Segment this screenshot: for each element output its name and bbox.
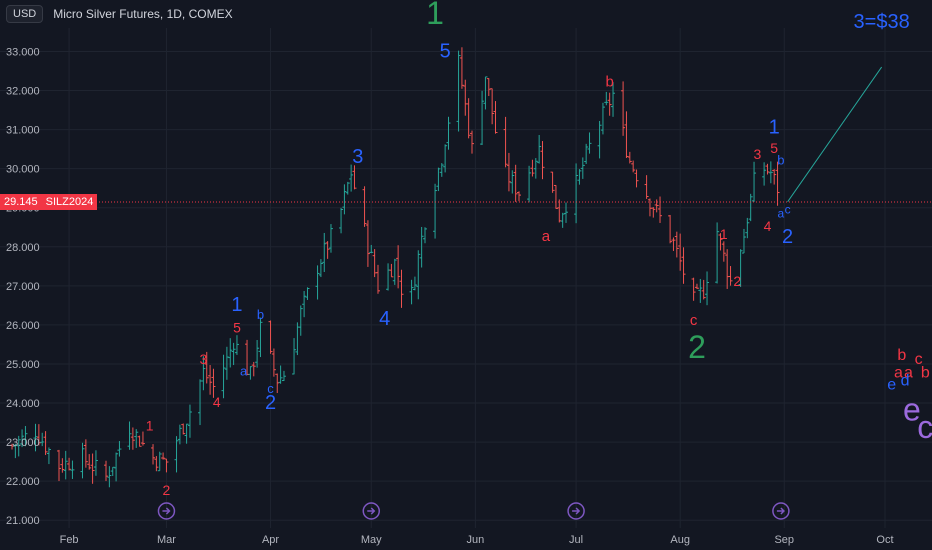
y-tick-label: 23.000	[6, 437, 40, 449]
wave-label: a	[240, 364, 248, 379]
time-axis[interactable]: Feb Mar Apr May Jun Jul Aug Sep Oct	[60, 534, 894, 546]
wave-label: b	[897, 347, 906, 364]
y-tick-label: 22.000	[6, 476, 40, 488]
wave-label: e	[903, 392, 921, 428]
x-tick-label: Jul	[569, 534, 583, 546]
wave-label: 4	[764, 218, 772, 234]
wave-label: 1	[769, 116, 780, 138]
x-tick-label: Feb	[60, 534, 79, 546]
symbol-title: Micro Silver Futures, 1D, COMEX	[53, 7, 233, 21]
x-tick-label: Aug	[670, 534, 690, 546]
wave-label: b	[777, 153, 784, 168]
wave-label: c	[785, 203, 791, 217]
event-icon[interactable]	[772, 502, 790, 520]
wave-label: 2	[733, 273, 741, 289]
x-tick-label: Jun	[466, 534, 484, 546]
wave-label: a	[542, 228, 551, 245]
wave-label: 5	[770, 140, 778, 156]
event-icons	[157, 502, 790, 520]
x-tick-label: Oct	[876, 534, 893, 546]
currency-badge[interactable]: USD	[6, 5, 44, 23]
x-tick-label: May	[361, 534, 382, 546]
wave-label: 1	[231, 294, 242, 316]
wave-label: 1	[146, 417, 154, 433]
candles	[10, 47, 780, 488]
wave-label: 1	[426, 0, 444, 31]
wave-label: b	[605, 74, 613, 91]
wave-label: 4	[213, 394, 221, 410]
event-icon[interactable]	[362, 502, 381, 520]
wave-label: a	[904, 365, 913, 382]
y-tick-label: 30.000	[6, 164, 40, 176]
projection-line	[787, 66, 883, 203]
last-price-tag: 29.145 SILZ2024	[0, 194, 98, 211]
y-tick-label: 26.000	[6, 320, 40, 332]
price-axis[interactable]: 21.000 22.000 23.000 24.000 25.000 26.000 27.0…	[6, 46, 40, 527]
wave-label: 3	[754, 146, 762, 162]
y-tick-label: 27.000	[6, 281, 40, 293]
event-icon[interactable]	[157, 502, 176, 520]
wave-label: d	[901, 372, 910, 389]
last-price-value: 29.145	[4, 196, 38, 209]
y-tick-label: 28.000	[6, 242, 40, 254]
x-tick-label: Sep	[774, 534, 794, 546]
y-tick-label: 33.000	[6, 46, 40, 58]
wave-label: c	[917, 409, 932, 445]
wave-label: c	[915, 351, 923, 368]
y-tick-label: 21.000	[6, 515, 40, 527]
wave-label: b	[257, 307, 264, 322]
y-tick-label: 24.000	[6, 398, 40, 410]
wave-label: 2	[163, 482, 171, 498]
wave-label: 2	[782, 226, 793, 248]
event-icon[interactable]	[567, 502, 585, 520]
wave-label: 3	[352, 146, 363, 168]
wave-label: e	[887, 376, 896, 393]
wave-label: 5	[233, 320, 241, 336]
wave-label: c	[267, 381, 274, 396]
x-tick-label: Apr	[262, 534, 279, 546]
wave-label: 3	[199, 351, 207, 367]
wave-label: 1	[720, 226, 728, 242]
wave-label: c	[690, 312, 698, 329]
wave-label: 5	[440, 40, 451, 62]
chart-header: USD Micro Silver Futures, 1D, COMEX	[0, 0, 233, 28]
y-tick-label: 32.000	[6, 86, 40, 98]
wave-label: 2	[265, 392, 276, 414]
y-tick-label: 31.000	[6, 125, 40, 137]
wave-label: b	[921, 365, 930, 382]
wave-label: a	[894, 365, 903, 382]
chart-grid	[0, 28, 932, 528]
x-tick-label: Mar	[157, 534, 176, 546]
y-tick-label: 25.000	[6, 359, 40, 371]
wave-label: 4	[379, 308, 390, 330]
wave-label: 2	[688, 329, 706, 365]
last-price-symbol: SILZ2024	[45, 196, 94, 209]
wave-label: a	[778, 206, 785, 220]
wave-3-projection	[787, 66, 883, 203]
wave-label: 3=$38	[854, 11, 910, 33]
